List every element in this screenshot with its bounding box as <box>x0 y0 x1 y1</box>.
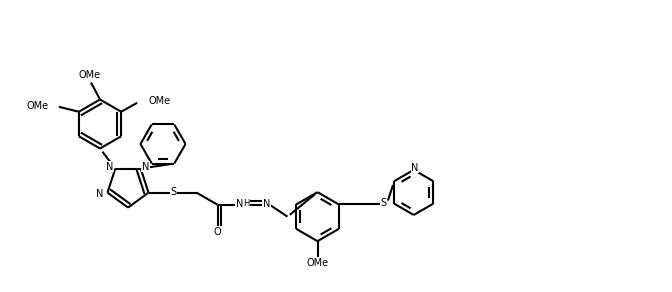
Text: N: N <box>142 161 149 172</box>
Text: S: S <box>171 187 177 197</box>
Text: OMe: OMe <box>27 101 49 111</box>
Text: N: N <box>96 189 103 199</box>
Text: OMe: OMe <box>149 96 170 106</box>
Text: N: N <box>236 199 243 209</box>
Text: N: N <box>263 199 270 209</box>
Text: OMe: OMe <box>306 258 329 268</box>
Text: O: O <box>214 227 221 237</box>
Text: H: H <box>243 199 250 208</box>
Text: N: N <box>411 163 419 173</box>
Text: N: N <box>106 161 113 172</box>
Text: OMe: OMe <box>79 69 101 79</box>
Text: S: S <box>380 198 387 208</box>
